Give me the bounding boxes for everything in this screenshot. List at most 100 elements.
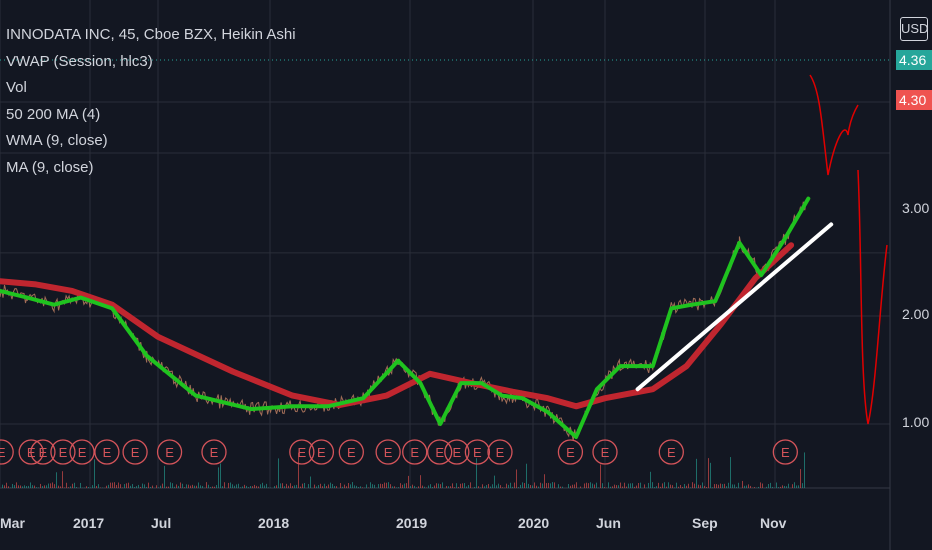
volume-bar <box>384 482 385 488</box>
earnings-marker[interactable]: E <box>69 439 95 465</box>
earnings-marker[interactable]: E <box>338 439 364 465</box>
earnings-marker[interactable]: E <box>444 439 470 465</box>
earnings-marker[interactable]: E <box>658 439 684 465</box>
indicator-vol[interactable]: Vol <box>6 79 27 96</box>
volume-bar <box>660 486 661 488</box>
volume-bar <box>482 484 483 488</box>
volume-bar <box>152 485 153 488</box>
volume-bar <box>668 482 669 488</box>
symbol-title[interactable]: INNODATA INC, 45, Cboe BZX, Heikin Ashi <box>6 26 296 43</box>
earnings-marker[interactable]: E <box>402 439 428 465</box>
earnings-marker[interactable]: E <box>289 439 315 465</box>
indicator-ma[interactable]: MA (9, close) <box>6 158 94 176</box>
indicator-ma-50-200[interactable]: 50 200 MA (4) <box>6 105 101 123</box>
earnings-marker[interactable]: E <box>375 439 401 465</box>
volume-bar <box>220 463 221 488</box>
volume-bar <box>508 484 509 488</box>
indicator-wma[interactable]: WMA (9, close) <box>6 132 108 149</box>
earnings-marker-label: E <box>667 445 676 460</box>
volume-bar <box>442 482 443 488</box>
earnings-marker[interactable]: E <box>592 439 618 465</box>
volume-bar <box>604 487 605 488</box>
volume-bar <box>702 482 703 488</box>
volume-bar <box>64 487 65 488</box>
volume-bar <box>194 485 195 488</box>
volume-bar <box>214 486 215 488</box>
volume-bar <box>280 483 281 488</box>
volume-bar <box>110 482 111 488</box>
earnings-marker-label: E <box>473 445 482 460</box>
earnings-marker[interactable]: E <box>156 439 183 465</box>
volume-bar <box>678 486 679 488</box>
earnings-marker[interactable]: E <box>94 439 120 465</box>
volume-bar <box>292 485 293 488</box>
volume-bar <box>208 484 209 488</box>
volume-bar <box>320 483 321 488</box>
volume-bar <box>626 486 627 488</box>
volume-bar <box>644 484 645 488</box>
volume-bar <box>554 482 555 488</box>
earnings-marker[interactable]: E <box>487 439 513 465</box>
volume-bar <box>294 485 295 488</box>
volume-bar <box>58 485 59 488</box>
volume-bar <box>518 487 519 488</box>
volume-bar <box>160 485 161 488</box>
volume-bar <box>778 487 779 488</box>
volume-bar <box>80 482 81 488</box>
volume-bar <box>776 482 777 488</box>
volume-bar <box>302 483 303 488</box>
volume-bar <box>648 482 649 488</box>
volume-bar <box>548 482 549 488</box>
earnings-marker[interactable]: E <box>122 439 148 465</box>
volume-bar <box>568 483 569 488</box>
volume-bar <box>148 482 149 488</box>
volume-bar <box>118 482 119 488</box>
volume-bar <box>342 486 343 488</box>
earnings-marker[interactable]: E <box>772 439 798 465</box>
volume-bar <box>698 484 699 488</box>
earnings-marker-label: E <box>297 445 306 460</box>
volume-bar <box>230 482 231 488</box>
volume-bar <box>696 458 697 488</box>
earnings-marker[interactable]: E <box>557 439 584 465</box>
earnings-marker[interactable]: E <box>0 439 14 465</box>
volume-bar <box>436 483 437 488</box>
volume-bar <box>188 484 189 488</box>
earnings-marker[interactable]: E <box>308 439 335 465</box>
volume-bar <box>66 482 67 488</box>
earnings-marker[interactable]: E <box>464 439 491 465</box>
volume-bar <box>414 485 415 488</box>
volume-bar <box>216 485 217 488</box>
volume-bar <box>346 486 347 488</box>
volume-bar <box>266 483 267 488</box>
earnings-marker-label: E <box>39 445 48 460</box>
volume-bar <box>190 485 191 488</box>
volume-bar <box>354 485 355 488</box>
volume-bar <box>484 486 485 488</box>
volume-bar <box>76 486 77 488</box>
volume-bar <box>108 484 109 488</box>
earnings-marker-label: E <box>317 445 326 460</box>
volume-bar <box>290 483 291 488</box>
y-tick-label: 2.00 <box>902 306 930 322</box>
volume-bar <box>570 485 571 488</box>
earnings-marker[interactable]: E <box>30 439 56 465</box>
volume-bar <box>288 485 289 488</box>
volume-bar <box>674 487 675 488</box>
volume-bar <box>334 485 335 488</box>
volume-bar <box>666 486 667 488</box>
earnings-marker[interactable]: E <box>201 439 227 465</box>
currency-button[interactable]: USD <box>900 17 928 41</box>
x-tick-label: Mar <box>0 515 25 531</box>
volume-bar <box>620 482 621 488</box>
volume-bar <box>792 484 793 488</box>
volume-bar <box>250 486 251 488</box>
volume-bar <box>52 482 53 488</box>
earnings-marker-label: E <box>566 445 575 460</box>
earnings-marker[interactable]: E <box>50 439 76 465</box>
indicator-vwap[interactable]: VWAP (Session, hlc3) <box>6 52 153 70</box>
volume-bar <box>378 484 379 488</box>
earnings-marker[interactable]: E <box>427 439 453 465</box>
volume-bar <box>146 486 147 488</box>
